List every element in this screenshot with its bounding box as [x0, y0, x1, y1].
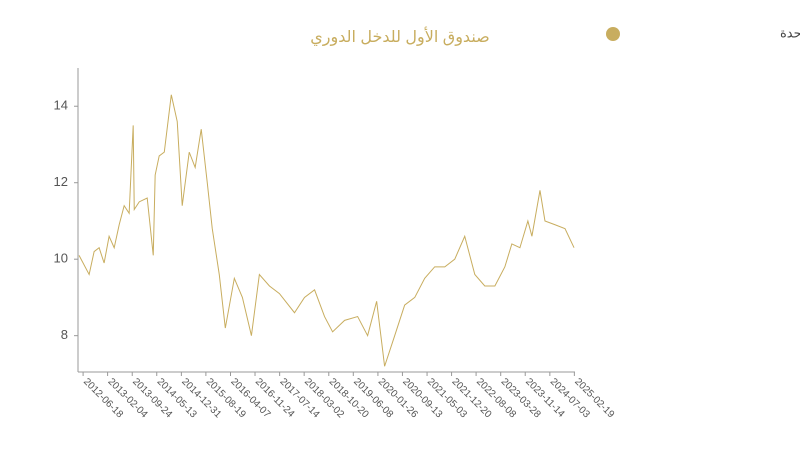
chart-title: صندوق الأول للدخل الدوري: [310, 26, 489, 47]
y-tick-label: 10: [54, 251, 68, 266]
legend-swatch: [606, 27, 620, 41]
y-tick-label: 8: [61, 327, 68, 342]
data-line: [78, 94, 575, 367]
y-tick-label: 12: [54, 174, 68, 189]
y-tick-label: 14: [54, 98, 68, 113]
legend-label: صافي قيمة الأصول للوحدة: [780, 24, 800, 41]
